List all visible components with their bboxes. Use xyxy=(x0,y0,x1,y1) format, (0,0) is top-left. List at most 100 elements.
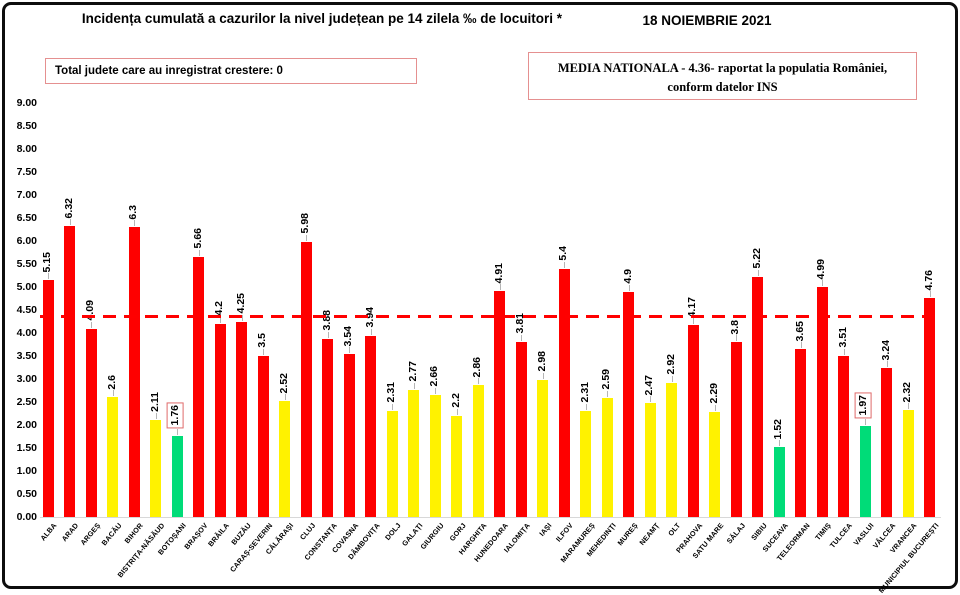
bar-value-label: 5.98 xyxy=(299,213,311,234)
y-axis-tick-label: 3.00 xyxy=(16,373,37,385)
bar-value-label: 3.51 xyxy=(836,327,849,348)
y-axis-tick-label: 2.50 xyxy=(16,396,37,408)
y-axis-tick-label: 1.00 xyxy=(16,465,37,477)
value-label-leader-line xyxy=(69,219,71,226)
bar xyxy=(601,397,613,517)
bar xyxy=(730,342,742,517)
bar xyxy=(107,397,118,517)
value-label-leader-line xyxy=(456,408,458,415)
bar-value-label: 4.91 xyxy=(492,262,505,284)
x-axis-label-text: ARAD xyxy=(59,521,81,544)
value-label-leader-line xyxy=(542,372,544,379)
y-axis-tick-label: 7.00 xyxy=(16,189,37,201)
bar xyxy=(279,401,290,517)
bar xyxy=(429,394,441,517)
x-axis-label-text: DOLJ xyxy=(383,521,403,542)
bar xyxy=(42,280,54,517)
bar xyxy=(623,291,634,517)
bar xyxy=(709,411,720,517)
bar-value-label: 2.29 xyxy=(707,383,720,404)
bar-value-label: 2.11 xyxy=(148,392,161,412)
value-label-leader-line xyxy=(134,220,135,227)
bar xyxy=(171,436,183,517)
value-label-leader-line xyxy=(650,396,651,403)
bar-value-label: 2.2 xyxy=(449,393,462,408)
bar-value-label: 3.5 xyxy=(256,333,268,348)
y-axis-tick-label: 0.00 xyxy=(16,511,37,523)
bar-value-label: 2.32 xyxy=(901,381,913,403)
x-axis-label-text: ILFOV xyxy=(553,521,575,544)
bar xyxy=(365,335,376,517)
bar xyxy=(236,321,247,517)
bar-value-label: 4.76 xyxy=(922,269,935,291)
y-axis-tick-label: 5.00 xyxy=(16,281,37,293)
bar xyxy=(408,389,419,517)
value-label-leader-line xyxy=(91,321,92,328)
bar xyxy=(343,354,355,517)
bar-value-label: 1.97 xyxy=(855,391,872,419)
bar xyxy=(752,276,763,517)
value-label-leader-line xyxy=(499,284,501,291)
y-axis-tick-label: 2.00 xyxy=(16,419,37,431)
y-axis-tick-label: 7.50 xyxy=(16,166,37,178)
value-label-leader-line xyxy=(435,387,436,394)
bar-value-label: 5.66 xyxy=(191,228,204,249)
bar xyxy=(558,268,570,517)
x-axis-label-text: SĂLAJ xyxy=(724,521,747,546)
x-axis-label-text: TIMIȘ xyxy=(813,521,833,543)
value-label-leader-line xyxy=(714,404,716,411)
value-label-leader-line xyxy=(48,273,49,280)
value-label-leader-line xyxy=(112,390,114,397)
bar xyxy=(644,403,656,517)
value-label-leader-line xyxy=(392,403,393,410)
bar xyxy=(85,328,97,517)
value-label-leader-line xyxy=(155,412,157,419)
bar xyxy=(687,325,699,517)
bar-value-label: 5.22 xyxy=(750,248,763,269)
y-axis-tick-label: 8.00 xyxy=(16,143,37,155)
bar-value-label: 3.65 xyxy=(793,320,806,342)
value-label-leader-line xyxy=(671,375,673,382)
value-label-leader-line xyxy=(779,440,780,447)
value-label-leader-line xyxy=(220,316,221,323)
value-label-leader-line xyxy=(800,342,802,349)
national-average-line xyxy=(40,315,941,319)
report-date: 18 NOIEMBRIE 2021 xyxy=(642,13,772,28)
value-label-leader-line xyxy=(843,348,845,355)
bar xyxy=(214,323,226,517)
value-label-leader-line xyxy=(607,390,608,397)
bar xyxy=(580,410,591,517)
value-label-leader-line xyxy=(327,331,329,338)
bar xyxy=(472,385,484,517)
bar-value-label: 2.31 xyxy=(578,382,591,403)
x-axis-label-text: SIBIU xyxy=(748,521,769,543)
bar-value-label: 5.15 xyxy=(41,251,53,273)
bar-value-label: 2.52 xyxy=(277,372,290,394)
bar xyxy=(666,382,677,517)
x-axis-label-text: CLUJ xyxy=(297,521,317,542)
bar-value-label: 2.77 xyxy=(406,361,419,382)
x-axis-label-text: OLT xyxy=(666,521,683,538)
bar-value-label: 4.17 xyxy=(686,296,698,318)
value-label-leader-line xyxy=(349,347,350,354)
bar-value-label: 4.2 xyxy=(213,301,225,316)
bar-value-label: 3.8 xyxy=(729,319,741,335)
value-label-leader-line xyxy=(585,403,587,410)
y-axis-tick-label: 4.00 xyxy=(16,327,37,339)
bar xyxy=(322,338,333,517)
bar xyxy=(881,367,892,517)
x-axis-line xyxy=(40,517,941,518)
y-axis-tick-label: 6.50 xyxy=(16,212,37,224)
y-axis-tick-label: 1.50 xyxy=(16,442,37,454)
bar xyxy=(773,447,785,517)
y-axis-tick-label: 9.00 xyxy=(16,97,37,109)
value-label-leader-line xyxy=(822,280,823,287)
bar-value-label: 2.59 xyxy=(600,369,612,390)
bar xyxy=(64,226,75,517)
bar xyxy=(128,227,140,517)
bar xyxy=(300,241,312,517)
value-label-leader-line xyxy=(370,328,372,335)
bar xyxy=(537,379,548,517)
bar xyxy=(386,410,398,517)
national-average-line2: conform datelor INS xyxy=(667,79,778,94)
